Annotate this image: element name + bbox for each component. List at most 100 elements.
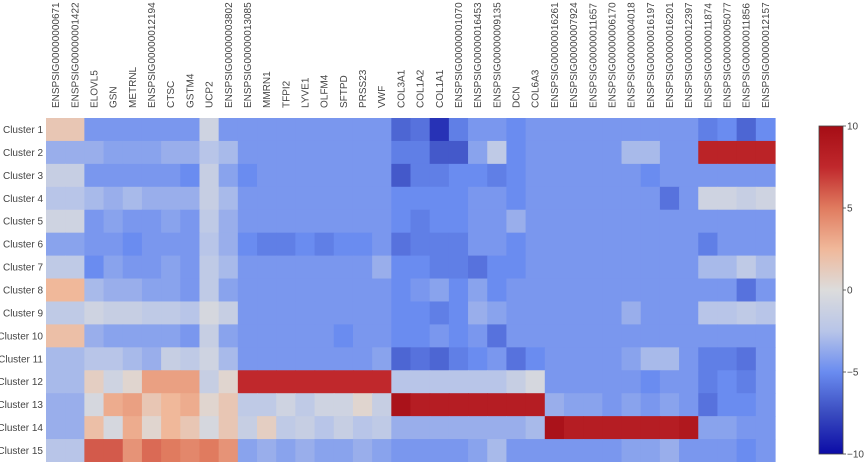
heatmap-cell bbox=[448, 347, 469, 371]
heatmap-cell bbox=[257, 324, 277, 348]
heatmap-cell bbox=[46, 255, 66, 280]
column-label: MMRN1 bbox=[262, 71, 273, 108]
heatmap-cell bbox=[410, 301, 431, 325]
heatmap-cell bbox=[84, 255, 105, 280]
column-label: ENSPSIG00000013085 bbox=[243, 2, 254, 108]
heatmap-cell bbox=[65, 118, 85, 142]
heatmap-cell bbox=[180, 209, 201, 234]
heatmap-cell bbox=[429, 301, 450, 325]
heatmap-cell bbox=[46, 439, 66, 462]
column-label: ENSPSIG00000001422 bbox=[70, 2, 81, 108]
heatmap-cell bbox=[199, 416, 220, 440]
heatmap-cell bbox=[563, 232, 584, 257]
heatmap-cell bbox=[122, 278, 143, 303]
heatmap-cell bbox=[736, 416, 757, 440]
column-label: DCN bbox=[512, 86, 523, 108]
heatmap-cell bbox=[698, 439, 719, 462]
heatmap-cell bbox=[122, 370, 143, 394]
heatmap-cell bbox=[65, 140, 85, 165]
heatmap-cell bbox=[65, 163, 85, 188]
column-label: SFTPD bbox=[339, 75, 350, 108]
heatmap-cell bbox=[563, 347, 584, 371]
heatmap-cell bbox=[679, 324, 699, 348]
heatmap-cell bbox=[103, 140, 124, 165]
heatmap-cell bbox=[621, 232, 642, 257]
heatmap-cell bbox=[141, 209, 162, 234]
heatmap-cell bbox=[141, 186, 162, 211]
heatmap-cell bbox=[46, 416, 66, 440]
column-label: ENSPSIG00000005077 bbox=[723, 2, 734, 108]
heatmap-cell bbox=[352, 370, 373, 394]
heatmap-cell bbox=[755, 393, 776, 417]
heatmap-cell bbox=[180, 163, 201, 188]
heatmap-cell bbox=[180, 393, 201, 417]
heatmap-cell bbox=[199, 209, 220, 234]
heatmap-cell bbox=[257, 278, 277, 303]
column-label: COL6A3 bbox=[531, 69, 542, 108]
heatmap-cell bbox=[103, 118, 124, 142]
heatmap-cell bbox=[621, 186, 642, 211]
heatmap-cell bbox=[352, 163, 373, 188]
heatmap-cell bbox=[736, 393, 757, 417]
heatmap-cell bbox=[122, 301, 143, 325]
heatmap-cell bbox=[237, 393, 258, 417]
heatmap-cell bbox=[161, 439, 181, 462]
heatmap-cell bbox=[122, 140, 143, 165]
heatmap-cell bbox=[391, 347, 412, 371]
heatmap-cell bbox=[295, 118, 316, 142]
heatmap-cell bbox=[141, 255, 162, 280]
heatmap-cell bbox=[257, 140, 277, 165]
heatmap-cell bbox=[563, 278, 584, 303]
heatmap-cell bbox=[237, 301, 258, 325]
heatmap-cell bbox=[679, 370, 699, 394]
heatmap-cell bbox=[468, 209, 488, 234]
heatmap-cell bbox=[755, 439, 776, 462]
heatmap-cell bbox=[391, 232, 412, 257]
heatmap-cell bbox=[468, 118, 488, 142]
heatmap-cell bbox=[276, 209, 296, 234]
heatmap-cell bbox=[122, 186, 143, 211]
heatmap-cell bbox=[295, 232, 316, 257]
heatmap-cell bbox=[257, 416, 277, 440]
heatmap-cell bbox=[257, 301, 277, 325]
heatmap-cell bbox=[468, 278, 488, 303]
heatmap-cell bbox=[276, 301, 296, 325]
column-label: ENSPSIG00000011657 bbox=[588, 3, 599, 108]
heatmap-cell bbox=[161, 209, 181, 234]
heatmap-cell bbox=[352, 416, 373, 440]
heatmap-cell bbox=[621, 255, 642, 280]
heatmap-cell bbox=[487, 278, 508, 303]
heatmap-cell bbox=[602, 209, 623, 234]
heatmap-cell bbox=[84, 140, 105, 165]
heatmap-cell bbox=[583, 393, 603, 417]
heatmap-cell bbox=[372, 232, 392, 257]
heatmap-cell bbox=[295, 324, 316, 348]
heatmap-cell bbox=[161, 140, 181, 165]
heatmap-cell bbox=[448, 255, 469, 280]
heatmap-cell bbox=[276, 393, 296, 417]
heatmap-cell bbox=[122, 439, 143, 462]
heatmap-cell bbox=[333, 209, 354, 234]
heatmap-cell bbox=[659, 301, 680, 325]
heatmap-cell bbox=[717, 209, 738, 234]
heatmap-cell bbox=[602, 163, 623, 188]
heatmap-cell bbox=[736, 255, 757, 280]
heatmap-cell bbox=[84, 118, 105, 142]
column-label: ENSPSIG00000006170 bbox=[607, 2, 618, 108]
heatmap-cell bbox=[583, 209, 603, 234]
heatmap-cell bbox=[736, 186, 757, 211]
heatmap-cell bbox=[122, 163, 143, 188]
heatmap-cell bbox=[295, 140, 316, 165]
heatmap-cell bbox=[659, 163, 680, 188]
heatmap-cell bbox=[314, 232, 335, 257]
heatmap-cell bbox=[180, 140, 201, 165]
heatmap-cell bbox=[237, 140, 258, 165]
heatmap-cell bbox=[103, 439, 124, 462]
heatmap-cell bbox=[563, 140, 584, 165]
heatmap-cell bbox=[755, 232, 776, 257]
heatmap-cell bbox=[372, 186, 392, 211]
heatmap-cell bbox=[736, 439, 757, 462]
heatmap-cell bbox=[180, 347, 201, 371]
heatmap-cell bbox=[46, 232, 66, 257]
heatmap-cell bbox=[698, 255, 719, 280]
